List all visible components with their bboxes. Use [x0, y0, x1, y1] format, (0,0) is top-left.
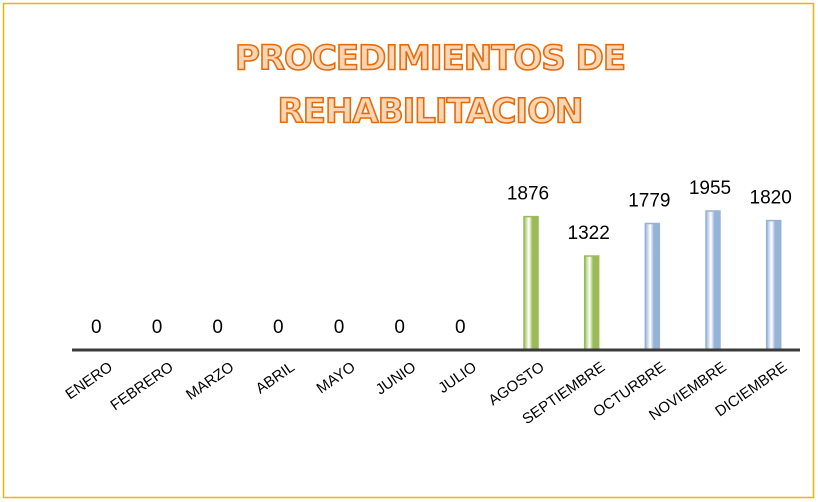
- bar: [583, 255, 600, 351]
- data-label: 0: [212, 317, 223, 338]
- bar: [523, 215, 539, 351]
- data-label: 0: [334, 317, 345, 338]
- data-label: 1955: [689, 178, 731, 199]
- chart-title: PROCEDIMIENTOS DE: [235, 39, 625, 79]
- bar: [765, 219, 782, 351]
- data-label: 0: [394, 317, 405, 338]
- data-label: 0: [273, 317, 284, 338]
- bar: [705, 210, 721, 351]
- data-label: 1779: [628, 191, 670, 212]
- chart-title: REHABILITACION: [278, 92, 583, 132]
- data-label: 1876: [507, 184, 549, 205]
- data-label: 1322: [568, 223, 610, 244]
- data-label: 0: [152, 317, 163, 338]
- data-label: 1820: [750, 188, 792, 209]
- data-label: 0: [91, 317, 102, 338]
- data-label: 0: [455, 317, 466, 338]
- bar: [644, 222, 661, 351]
